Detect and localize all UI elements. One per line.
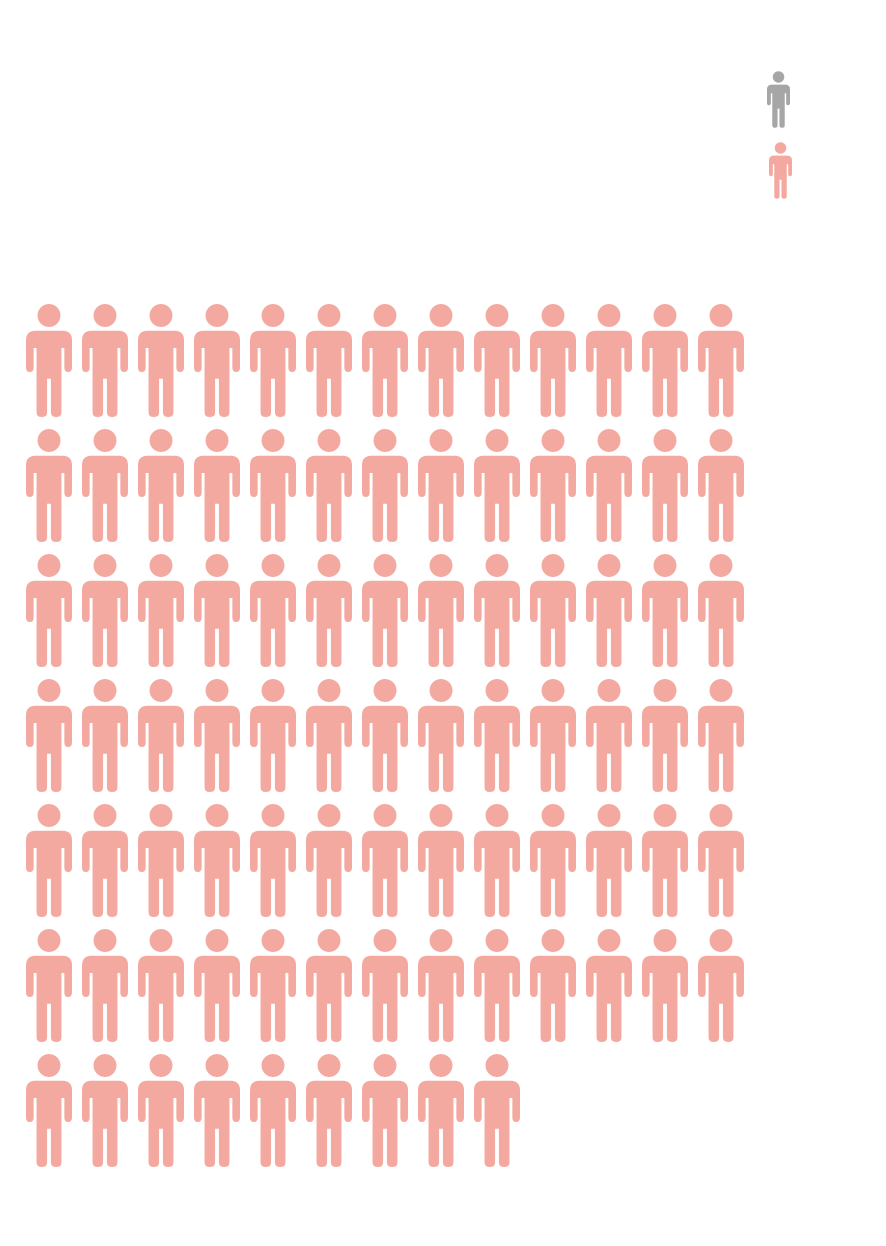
person-icon [306,428,352,543]
person-icon [530,553,576,668]
person-icon [418,803,464,918]
person-icon [82,303,128,418]
person-icon [250,303,296,418]
person-icon [586,303,632,418]
person-icon [194,803,240,918]
person-icon [138,428,184,543]
person-icon [138,803,184,918]
person-icon [194,678,240,793]
person-icon [474,428,520,543]
person-icon [26,553,72,668]
person-icon [138,553,184,668]
person-icon [642,803,688,918]
person-icon [474,928,520,1043]
person-icon [194,303,240,418]
person-icon [82,678,128,793]
person-icon [26,803,72,918]
person-icon [362,928,408,1043]
person-icon [474,1053,520,1168]
person-icon [138,303,184,418]
person-icon [250,803,296,918]
person-icon [138,1053,184,1168]
person-icon [418,678,464,793]
legend [767,71,792,199]
person-icon [530,428,576,543]
person-icon [82,428,128,543]
person-icon [82,928,128,1043]
person-icon [250,1053,296,1168]
person-icon [306,1053,352,1168]
person-icon [26,678,72,793]
person-icon [474,553,520,668]
person-icon [642,303,688,418]
person-icon [194,428,240,543]
person-icon [698,678,744,793]
person-icon [586,928,632,1043]
legend-person-icon [769,142,792,199]
person-icon [418,928,464,1043]
person-icon [474,678,520,793]
person-icon [26,1053,72,1168]
person-icon [306,553,352,668]
person-icon [586,428,632,543]
person-icon [26,928,72,1043]
person-icon [362,1053,408,1168]
person-icon [586,678,632,793]
person-icon [250,928,296,1043]
person-icon [306,803,352,918]
person-icon [530,678,576,793]
person-icon [530,803,576,918]
person-icon [418,553,464,668]
person-icon [586,803,632,918]
person-icon [194,928,240,1043]
person-icon [698,803,744,918]
person-icon [306,303,352,418]
person-icon [418,1053,464,1168]
person-icon [26,303,72,418]
person-icon [250,553,296,668]
person-icon [698,553,744,668]
person-icon [418,428,464,543]
person-icon [194,1053,240,1168]
person-icon [362,553,408,668]
person-icon [530,303,576,418]
person-icon [362,303,408,418]
person-icon [250,678,296,793]
person-icon [138,928,184,1043]
person-icon [642,428,688,543]
person-icon [418,303,464,418]
pictograph-icons [26,303,744,1168]
person-icon [362,803,408,918]
person-icon [306,928,352,1043]
person-icon [362,428,408,543]
person-icon [474,303,520,418]
person-icon [250,428,296,543]
person-icon [194,553,240,668]
person-icon [362,678,408,793]
person-icon [642,678,688,793]
person-icon [306,678,352,793]
person-icon [586,553,632,668]
person-icon [698,928,744,1043]
person-icon [82,1053,128,1168]
person-icon [530,928,576,1043]
person-icon [698,428,744,543]
person-icon [474,803,520,918]
person-icon [138,678,184,793]
person-icon [642,928,688,1043]
person-icon [642,553,688,668]
person-icon [82,553,128,668]
person-icon [82,803,128,918]
legend-person-icon [767,71,790,128]
person-icon [26,428,72,543]
person-icon [698,303,744,418]
